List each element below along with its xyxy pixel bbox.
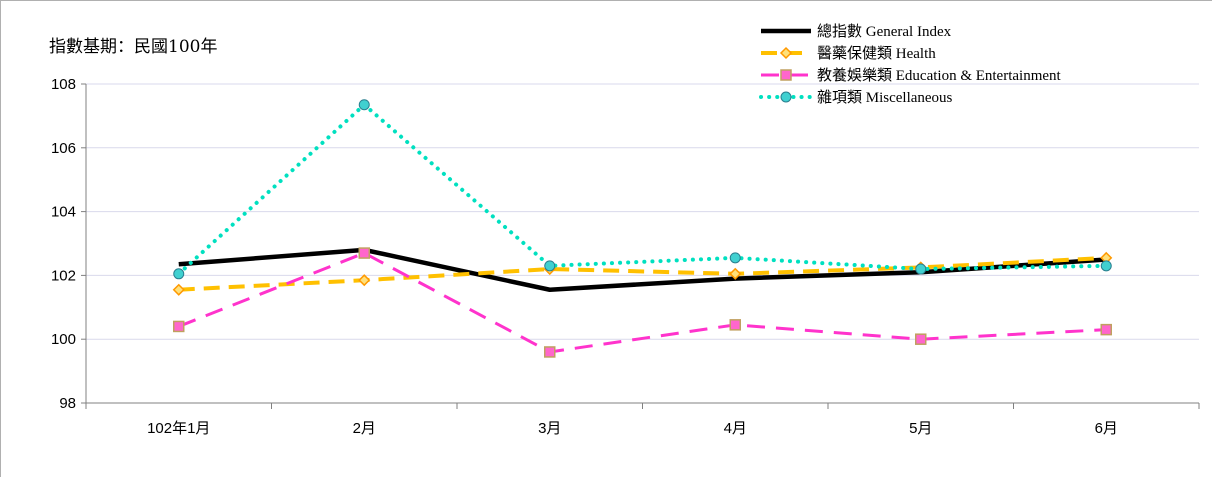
x-tick-label: 4月 xyxy=(724,420,747,437)
series-line xyxy=(178,255,1107,292)
y-tick-label: 102 xyxy=(51,267,76,284)
legend-label: 總指數 General Index xyxy=(817,22,952,40)
legend-entry: 雜項類 Miscellaneous xyxy=(759,89,953,106)
x-tick-label: 2月 xyxy=(353,420,376,437)
legend-entry: 教養娛樂類 Education & Entertainment xyxy=(761,67,1062,84)
data-point xyxy=(358,274,371,287)
legend-entry: 總指數 General Index xyxy=(761,22,952,40)
y-tick-label: 98 xyxy=(59,395,76,412)
y-tick-label: 108 xyxy=(51,76,76,93)
data-point xyxy=(779,46,793,60)
x-tick-label: 102年1月 xyxy=(147,420,210,437)
data-point xyxy=(544,346,556,358)
series-lines xyxy=(172,99,1113,358)
data-point xyxy=(1100,323,1112,336)
data-point xyxy=(173,268,185,280)
data-point xyxy=(173,320,185,333)
data-point xyxy=(915,263,927,275)
y-tick-label: 104 xyxy=(51,204,76,221)
data-point xyxy=(729,267,742,280)
data-point xyxy=(358,99,370,111)
series-line xyxy=(178,251,1107,354)
data-point xyxy=(780,69,792,81)
x-tick-label: 6月 xyxy=(1095,420,1118,437)
legend-label: 醫藥保健類 Health xyxy=(817,45,936,62)
series-line xyxy=(176,102,1109,276)
legend-label: 教養娛樂類 Education & Entertainment xyxy=(817,67,1062,84)
data-point xyxy=(358,247,370,259)
data-point xyxy=(729,252,741,264)
y-tick-label: 100 xyxy=(51,331,76,348)
axes: 98 100 102 104 106 108 102年1月 2月 3月 4月 5月 6月 xyxy=(51,76,1200,437)
legend-entry: 醫藥保健類 Health xyxy=(761,45,936,62)
legend-label: 雜項類 Miscellaneous xyxy=(817,89,953,106)
x-tick-label: 5月 xyxy=(909,420,932,437)
legend: 總指數 General Index 醫藥保健類 Health 教養娛樂類 Educa… xyxy=(759,22,1062,106)
y-tick-label: 106 xyxy=(51,140,76,157)
gridlines xyxy=(86,83,1199,340)
data-point xyxy=(780,91,792,103)
base-period-note: 指數基期：民國100年 xyxy=(49,37,217,57)
x-tick-label: 3月 xyxy=(538,420,561,437)
data-point xyxy=(544,260,556,272)
data-point xyxy=(729,319,741,331)
series-2 xyxy=(173,247,1112,358)
data-point xyxy=(915,333,927,345)
data-point xyxy=(1100,260,1112,272)
data-point xyxy=(172,283,185,296)
series-3 xyxy=(173,99,1112,280)
